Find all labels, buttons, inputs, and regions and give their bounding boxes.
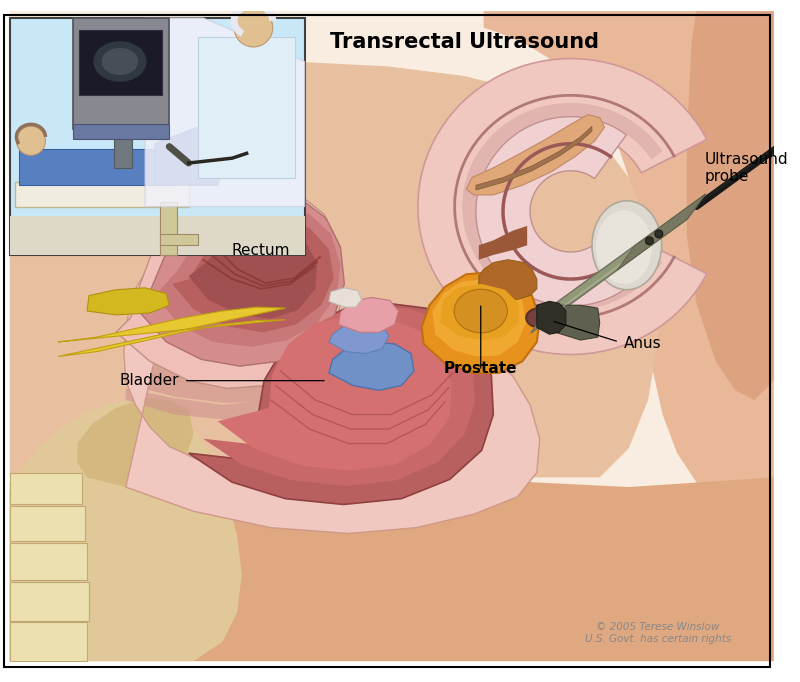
Bar [10, 18, 305, 255]
Polygon shape [10, 507, 85, 542]
Ellipse shape [592, 201, 662, 290]
Polygon shape [338, 297, 398, 332]
Polygon shape [145, 18, 305, 207]
Polygon shape [78, 398, 194, 487]
Polygon shape [218, 315, 452, 471]
Circle shape [234, 8, 273, 47]
Text: Transrectal Ultrasound: Transrectal Ultrasound [330, 33, 598, 53]
Text: © 2005 Terese Winslow
U.S. Govt. has certain rights: © 2005 Terese Winslow U.S. Govt. has cer… [585, 622, 731, 644]
Polygon shape [281, 415, 435, 495]
Polygon shape [466, 115, 605, 195]
Polygon shape [189, 228, 318, 318]
Polygon shape [10, 61, 658, 477]
Polygon shape [432, 279, 526, 357]
Circle shape [646, 237, 654, 245]
Polygon shape [87, 288, 170, 315]
Polygon shape [135, 350, 431, 388]
Ellipse shape [454, 289, 507, 333]
Bar [79, 29, 162, 95]
Polygon shape [10, 473, 82, 505]
Text: Bladder: Bladder [119, 373, 179, 388]
Circle shape [655, 230, 662, 238]
Polygon shape [154, 119, 232, 186]
Bar [159, 234, 198, 246]
Text: Ultrasound
probe: Ultrasound probe [704, 151, 788, 184]
Polygon shape [418, 59, 707, 355]
Bar [114, 129, 131, 168]
Polygon shape [10, 458, 774, 661]
Polygon shape [116, 186, 343, 388]
Polygon shape [329, 288, 362, 307]
Polygon shape [10, 543, 87, 580]
Text: Rectum: Rectum [232, 243, 290, 258]
Polygon shape [440, 284, 518, 340]
Polygon shape [126, 383, 426, 419]
Polygon shape [476, 117, 626, 306]
Polygon shape [617, 194, 706, 271]
Polygon shape [10, 400, 242, 661]
Polygon shape [198, 38, 295, 177]
Polygon shape [329, 321, 389, 353]
Polygon shape [19, 149, 176, 186]
Bar [14, 182, 189, 207]
Polygon shape [189, 303, 494, 505]
Bar [159, 202, 177, 255]
Bar [73, 124, 170, 139]
Polygon shape [203, 306, 475, 486]
Bar [10, 216, 305, 255]
Polygon shape [537, 306, 600, 340]
Ellipse shape [102, 48, 138, 75]
Polygon shape [10, 623, 87, 661]
Ellipse shape [94, 41, 146, 82]
Polygon shape [124, 228, 540, 533]
Polygon shape [130, 365, 429, 403]
Polygon shape [140, 193, 344, 366]
Polygon shape [478, 260, 537, 299]
Polygon shape [537, 301, 566, 334]
Polygon shape [478, 226, 527, 260]
Polygon shape [172, 218, 334, 332]
Polygon shape [329, 342, 414, 390]
Polygon shape [484, 11, 774, 507]
Bar [73, 18, 170, 129]
Polygon shape [476, 126, 592, 190]
Polygon shape [686, 11, 774, 400]
Text: Prostate: Prostate [444, 361, 518, 376]
Text: Anus: Anus [624, 336, 662, 351]
Polygon shape [58, 307, 286, 357]
Polygon shape [154, 207, 341, 347]
Polygon shape [0, 11, 774, 671]
Ellipse shape [596, 211, 652, 284]
Polygon shape [422, 272, 540, 373]
Ellipse shape [526, 308, 554, 327]
Polygon shape [530, 194, 706, 333]
Polygon shape [10, 11, 764, 661]
Polygon shape [10, 582, 89, 621]
Circle shape [17, 126, 46, 155]
Polygon shape [534, 210, 694, 328]
